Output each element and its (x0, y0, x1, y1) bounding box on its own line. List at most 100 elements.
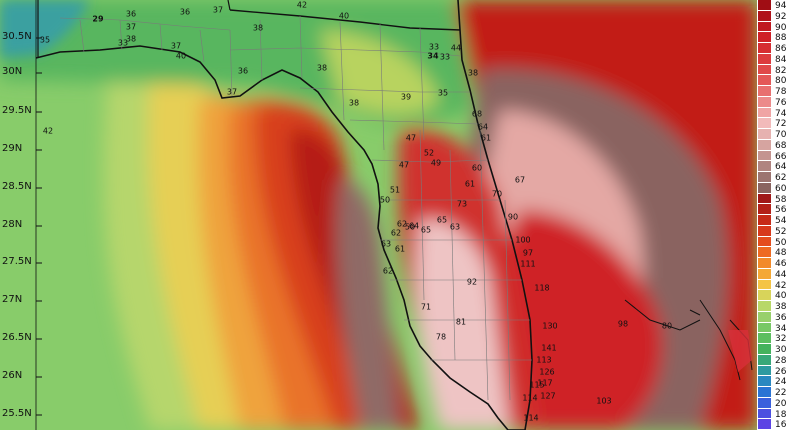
legend-entry: 58 (757, 193, 800, 205)
legend-swatch (758, 279, 771, 291)
legend-value: 34 (775, 323, 787, 334)
legend-value: 84 (775, 54, 787, 65)
band-yellowgreen-north (320, 30, 440, 115)
station-value: 50 (404, 222, 416, 232)
legend-entry: 68 (757, 139, 800, 151)
station-value: 37 (212, 5, 224, 15)
station-value: 47 (405, 133, 417, 143)
legend-swatch (758, 322, 771, 334)
legend-swatch (758, 225, 771, 237)
legend-entry: 30 (757, 344, 800, 355)
legend-swatch (758, 129, 771, 140)
legend-entry: 64 (757, 161, 800, 172)
legend-swatch (758, 107, 771, 119)
legend-value: 90 (775, 22, 787, 33)
legend-swatch (758, 161, 771, 172)
legend-value: 70 (775, 130, 787, 140)
station-value: 36 (179, 7, 191, 17)
legend-entry: 22 (757, 387, 800, 398)
legend-swatch (758, 32, 771, 43)
lat-label-25-5n: 25.5N (2, 408, 32, 419)
legend-value: 48 (775, 248, 787, 259)
legend-swatch (758, 21, 771, 33)
station-value: 141 (541, 343, 557, 353)
lat-label-29-5n: 29.5N (2, 105, 32, 116)
legend-entry: 16 (757, 419, 800, 430)
legend-swatch (758, 376, 771, 387)
station-value: 130 (542, 321, 558, 331)
station-value: 63 (449, 222, 461, 232)
station-value: 61 (464, 179, 476, 189)
legend-value: 16 (775, 420, 787, 430)
legend-entry: 94 (757, 0, 800, 11)
legend-entry: 54 (757, 215, 800, 226)
legend-swatch (758, 354, 771, 366)
legend-value: 36 (775, 312, 787, 323)
station-value: 71 (420, 302, 432, 312)
station-value: 114 (523, 413, 539, 423)
station-value: 73 (456, 199, 468, 209)
legend-value: 24 (775, 377, 787, 388)
legend-swatch (758, 311, 771, 323)
legend-entry: 44 (757, 268, 800, 280)
florida-coastline (35, 0, 533, 430)
legend-value: 38 (775, 302, 787, 312)
lat-label-27-5n: 27.5N (2, 256, 32, 267)
lat-label-29n: 29N (2, 143, 23, 154)
map-canvas (0, 0, 757, 430)
legend-value: 44 (775, 269, 787, 280)
shading-bahamas-hot (728, 330, 752, 372)
legend-entry: 24 (757, 376, 800, 387)
legend-value: 52 (775, 226, 787, 237)
legend-entry: 80 (757, 75, 800, 86)
station-value: 90 (507, 212, 519, 222)
legend-entry: 84 (757, 53, 800, 65)
station-value: 65 (420, 225, 432, 235)
legend-swatch (758, 118, 771, 129)
station-value: 62 (396, 219, 408, 229)
legend-value: 32 (775, 334, 787, 345)
legend-entry: 90 (757, 21, 800, 33)
station-value: 81 (455, 317, 467, 327)
station-value: 37 (125, 22, 137, 32)
station-value: 37 (226, 87, 238, 97)
legend-entry: 26 (757, 365, 800, 377)
legend-swatch (758, 75, 771, 86)
legend-swatch (758, 53, 771, 65)
legend-value: 68 (775, 140, 787, 151)
station-value: 51 (389, 185, 401, 195)
station-value: 36 (237, 66, 249, 76)
station-value: 34 (427, 51, 439, 61)
legend-value: 76 (775, 97, 787, 108)
station-value: 97 (522, 248, 534, 258)
legend-swatch (758, 258, 771, 269)
station-value: 52 (423, 148, 435, 158)
latitude-ticks (36, 37, 42, 416)
legend-swatch (758, 301, 771, 312)
band-brown-west-coast (336, 179, 400, 430)
lat-label-26n: 26N (2, 370, 23, 381)
station-value: 115 (529, 380, 545, 390)
station-value: 50 (379, 195, 391, 205)
legend-swatch (758, 64, 771, 76)
station-value: 62 (382, 266, 394, 276)
color-legend: 94 92 90 88 86 84 82 80 78 76 74 72 70 68 66 64 62 60 58 56… (757, 0, 800, 430)
legend-value: 50 (775, 237, 787, 248)
legend-entry: 42 (757, 279, 800, 291)
legend-value: 20 (775, 398, 787, 409)
legend-swatch (758, 268, 771, 280)
station-value: 92 (466, 277, 478, 287)
station-value: 64 (477, 122, 489, 132)
station-value: 37 (170, 41, 182, 51)
legend-swatch (758, 43, 771, 54)
legend-entry: 40 (757, 290, 800, 301)
station-value: 100 (515, 235, 531, 245)
station-value: 67 (514, 175, 526, 185)
state-line-inner (227, 0, 231, 11)
legend-swatch (758, 193, 771, 205)
lat-label-28n: 28N (2, 219, 23, 230)
legend-swatch (758, 419, 771, 430)
legend-swatch (758, 10, 771, 22)
station-value: 33 (428, 42, 440, 52)
